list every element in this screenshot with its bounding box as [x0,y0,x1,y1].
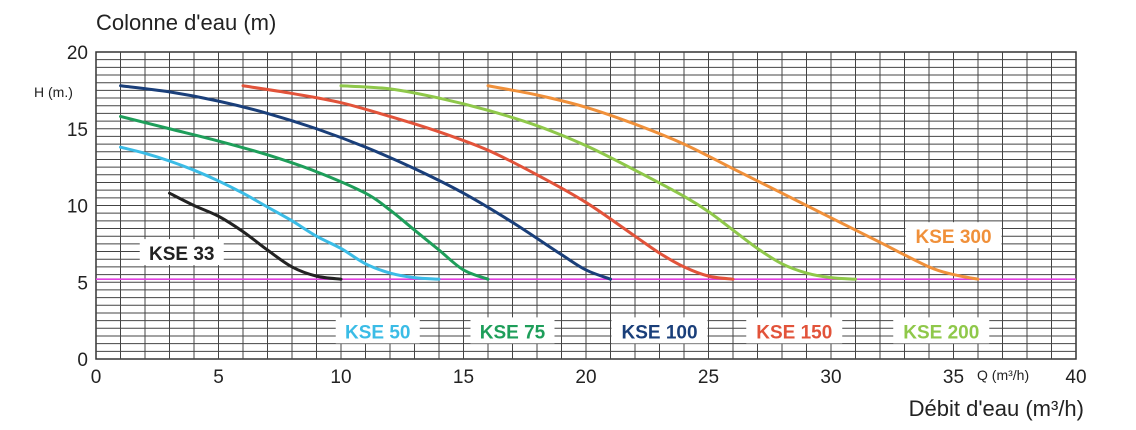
label-background [746,317,843,344]
series-label-kse-75: KSE 75 [480,322,546,343]
x-axis-label: Débit d'eau (m³/h) [909,396,1084,421]
series-line-kse-100 [119,84,612,281]
series-line-kse-75 [119,114,490,281]
label-kse-100: KSE 100 [611,317,708,344]
series-label-kse-200: KSE 200 [903,322,979,343]
x-tick-label: 15 [453,367,474,388]
label-background [335,317,420,344]
x-tick-label: 20 [575,367,596,388]
series-line-kse-50 [119,145,441,281]
x-tick-label: 0 [91,367,102,388]
x-tick-label: 5 [213,367,224,388]
series-group [119,84,980,281]
label-kse-75: KSE 75 [470,317,555,344]
y-tick-label: 10 [67,197,88,218]
y-axis-label: H (m.) [34,84,73,100]
series-line-kse-200 [339,84,857,281]
y-tick-label: 5 [77,273,88,294]
x-tick-label: 30 [820,367,841,388]
grid [95,51,1077,360]
series-labels: KSE 33 KSE 50 KSE 75 KSE 100 KSE 150 KSE 200 K… [139,222,1002,344]
x-tick-label: 10 [330,367,351,388]
series-line-kse-33 [168,191,343,281]
label-kse-300: KSE 300 [905,222,1002,249]
label-kse-50: KSE 50 [335,317,420,344]
label-background [470,317,555,344]
label-background [893,317,990,344]
label-kse-150: KSE 150 [746,317,843,344]
x-tick-label: 25 [698,367,719,388]
y-tick-label: 0 [77,350,88,371]
series-line-kse-300 [486,84,980,281]
x-unit-label: Q (m³/h) [977,367,1029,383]
series-label-kse-33: KSE 33 [149,244,214,265]
axis-ticks: 0 5 10 15 20 25 30 35 40 0 5 10 15 20 [67,43,1087,388]
series-label-kse-100: KSE 100 [621,322,697,343]
chart-title: Colonne d'eau (m) [96,10,276,35]
series-label-kse-50: KSE 50 [345,322,410,343]
series-label-kse-300: KSE 300 [915,227,991,248]
label-background [611,317,708,344]
x-tick-label: 35 [943,367,964,388]
x-tick-label: 40 [1065,367,1086,388]
series-line-kse-150 [241,84,735,281]
y-tick-label: 20 [67,43,88,64]
y-tick-label: 15 [67,120,88,141]
series-label-kse-150: KSE 150 [756,322,832,343]
label-background [139,239,224,266]
label-kse-33: KSE 33 [139,239,224,266]
label-kse-200: KSE 200 [893,317,990,344]
label-background [905,222,1002,249]
